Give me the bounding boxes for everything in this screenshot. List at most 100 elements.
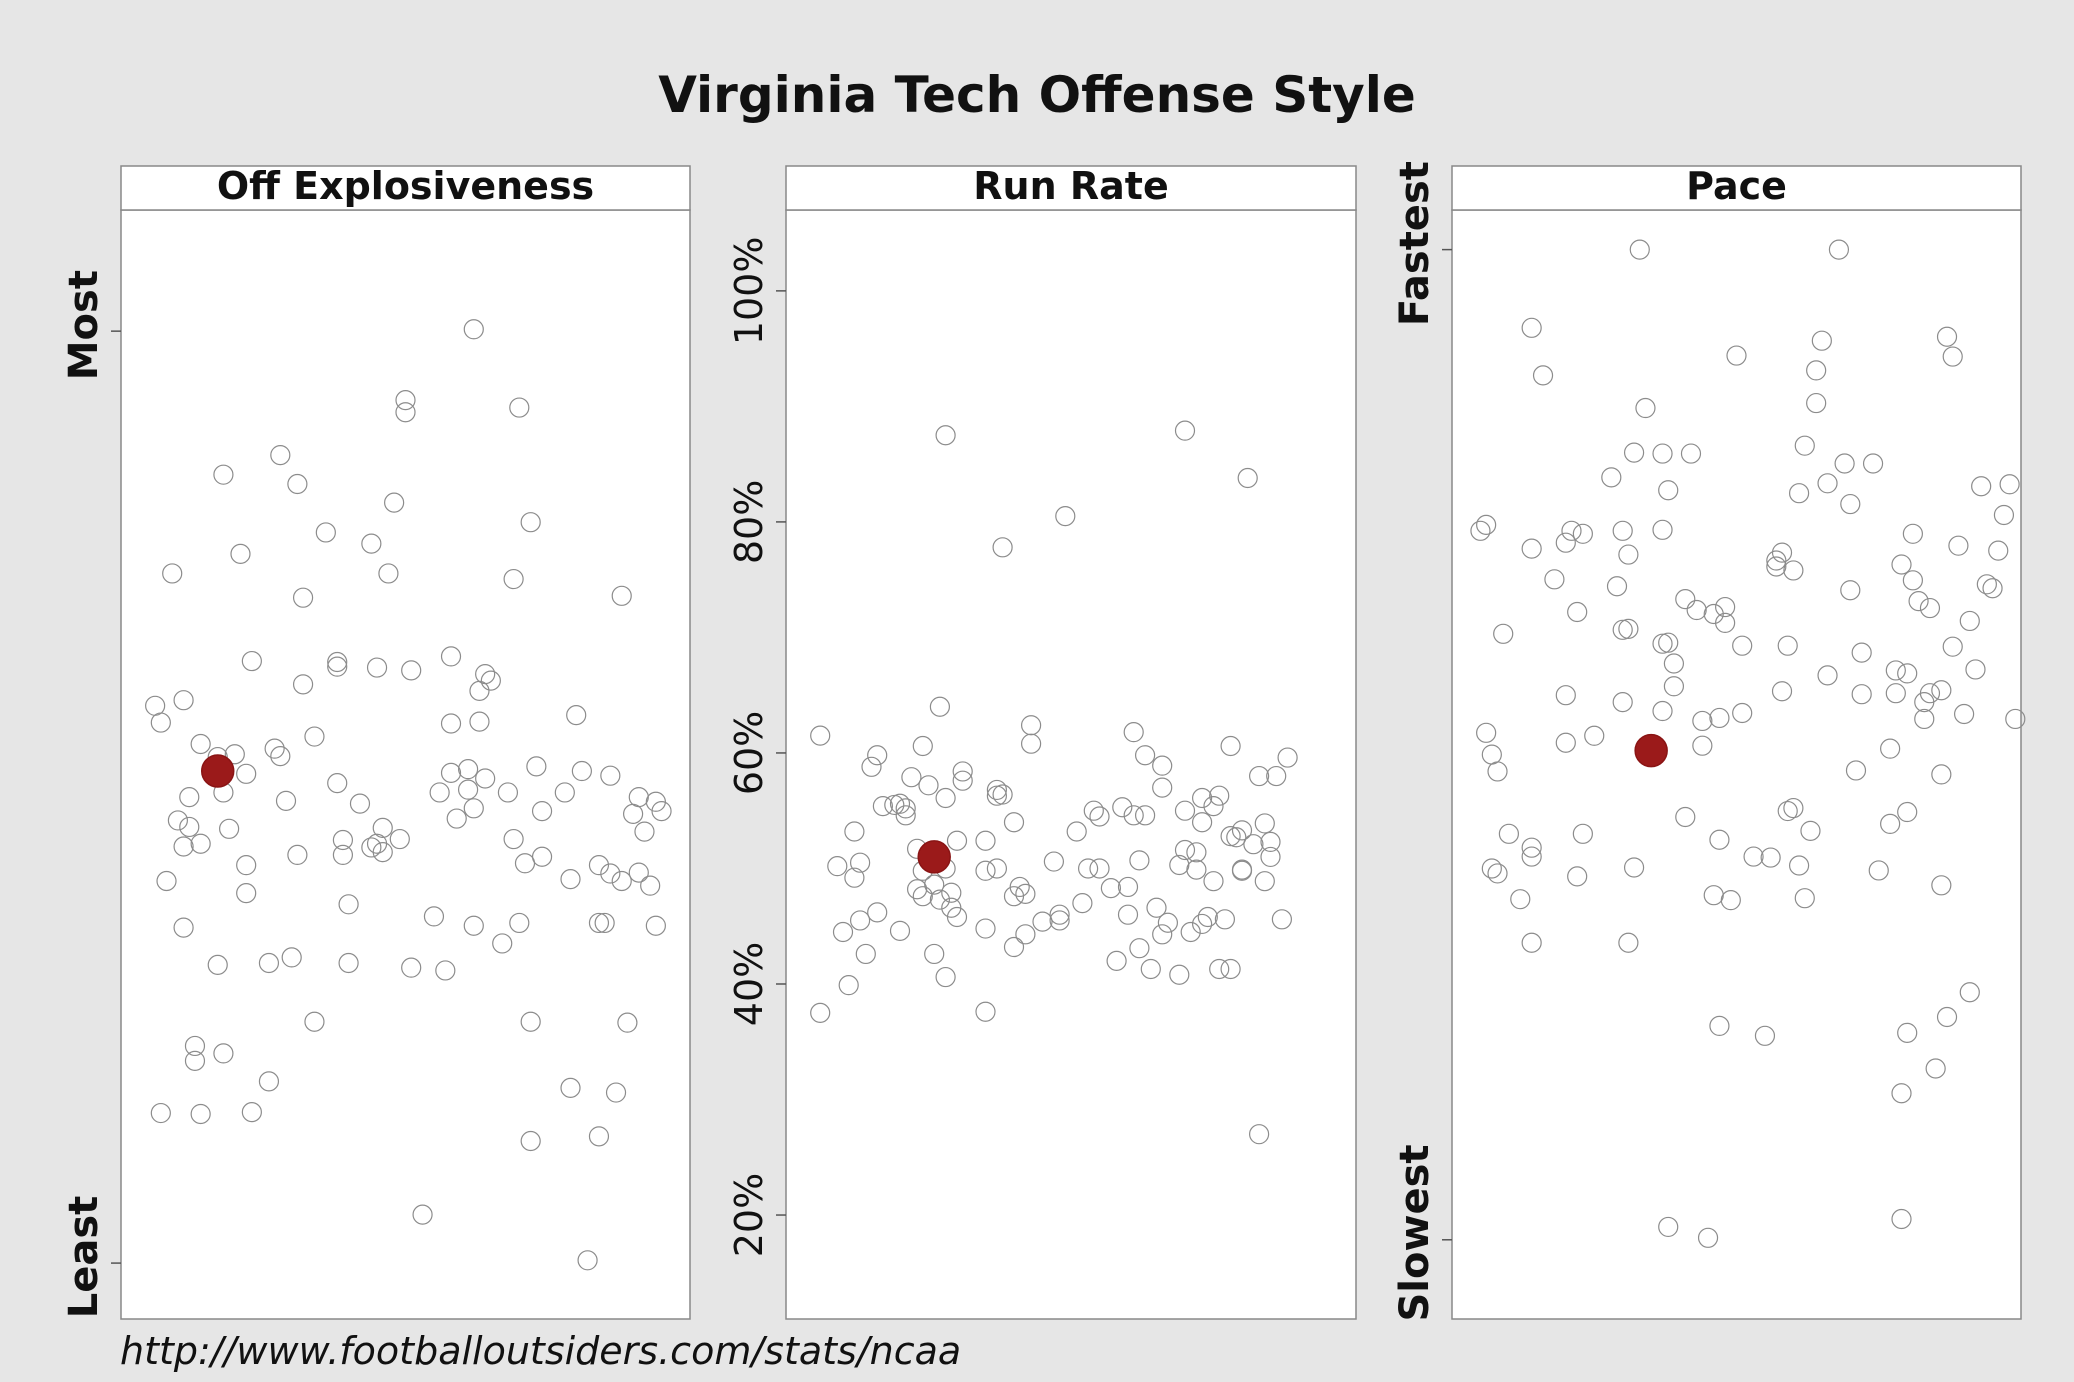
data-point bbox=[867, 745, 888, 766]
data-point bbox=[150, 712, 171, 733]
data-point bbox=[179, 787, 200, 808]
data-point bbox=[1009, 876, 1030, 898]
data-point bbox=[1072, 893, 1093, 914]
data-point bbox=[918, 775, 939, 796]
data-point bbox=[236, 855, 257, 876]
data-point bbox=[520, 512, 541, 533]
data-point bbox=[475, 664, 496, 685]
data-point bbox=[872, 795, 894, 817]
data-point bbox=[1214, 909, 1236, 930]
data-point bbox=[378, 563, 399, 584]
data-point bbox=[1191, 787, 1213, 809]
data-point bbox=[588, 855, 610, 876]
data-point bbox=[270, 746, 291, 767]
data-point bbox=[975, 830, 996, 851]
data-point bbox=[1129, 938, 1150, 959]
data-point bbox=[1015, 924, 1036, 945]
data-point bbox=[1260, 831, 1281, 852]
data-point bbox=[384, 492, 405, 513]
data-point bbox=[577, 1250, 598, 1271]
data-point bbox=[1521, 317, 1542, 338]
data-point bbox=[611, 585, 632, 606]
data-point bbox=[469, 711, 490, 732]
data-point bbox=[1020, 733, 1042, 754]
data-point bbox=[395, 390, 416, 411]
data-point bbox=[1248, 765, 1270, 787]
data-point bbox=[1635, 397, 1656, 419]
data-point bbox=[1618, 932, 1639, 953]
y-tick-label: Fastest bbox=[1392, 161, 1438, 326]
data-point bbox=[605, 1082, 627, 1103]
data-point bbox=[1902, 570, 1923, 591]
data-point bbox=[941, 882, 962, 903]
data-point bbox=[531, 800, 553, 822]
data-point bbox=[1555, 685, 1576, 706]
data-point bbox=[1663, 676, 1685, 697]
data-point bbox=[1771, 542, 1793, 563]
data-point bbox=[1493, 623, 1514, 644]
data-point bbox=[1709, 707, 1730, 729]
data-point bbox=[1612, 619, 1633, 640]
data-point bbox=[1237, 467, 1258, 489]
data-point bbox=[832, 921, 854, 943]
data-point bbox=[1555, 732, 1576, 753]
data-point bbox=[1487, 761, 1508, 782]
data-point bbox=[258, 952, 280, 974]
data-point bbox=[440, 646, 462, 667]
data-point bbox=[600, 765, 621, 786]
data-point bbox=[1931, 764, 1952, 785]
data-point bbox=[975, 1001, 996, 1022]
data-point bbox=[1942, 636, 1963, 657]
data-point bbox=[1174, 839, 1196, 861]
data-point bbox=[855, 943, 876, 965]
data-point bbox=[292, 587, 314, 608]
data-point bbox=[457, 779, 479, 800]
data-point bbox=[184, 1035, 206, 1057]
data-point bbox=[503, 568, 524, 590]
data-point bbox=[952, 761, 973, 782]
data-point bbox=[1203, 795, 1224, 817]
data-point bbox=[1817, 473, 1838, 494]
data-point bbox=[1629, 239, 1650, 260]
data-point bbox=[1851, 642, 1872, 663]
data-point bbox=[440, 713, 462, 734]
plot-area bbox=[1451, 209, 2022, 1320]
data-point bbox=[1658, 1216, 1679, 1238]
data-point bbox=[190, 833, 211, 854]
data-point bbox=[1532, 365, 1554, 386]
data-point bbox=[1936, 1006, 1958, 1028]
data-point bbox=[1476, 514, 1497, 535]
data-point bbox=[1840, 493, 1861, 515]
data-point bbox=[1191, 913, 1213, 935]
data-point bbox=[1197, 906, 1218, 928]
data-point bbox=[849, 910, 871, 931]
data-point bbox=[1186, 859, 1207, 880]
data-point bbox=[588, 912, 610, 934]
data-point bbox=[929, 696, 951, 717]
data-point bbox=[1715, 596, 1736, 618]
data-point bbox=[1055, 506, 1076, 527]
panel-header bbox=[785, 165, 1357, 211]
data-point bbox=[1806, 360, 1827, 381]
data-point bbox=[1897, 663, 1918, 684]
data-point bbox=[1481, 858, 1502, 879]
data-point bbox=[1652, 519, 1673, 540]
data-point bbox=[560, 1077, 581, 1098]
data-point bbox=[1817, 665, 1838, 686]
data-point bbox=[332, 829, 354, 851]
data-point bbox=[1521, 538, 1542, 559]
data-point bbox=[895, 805, 916, 826]
data-point bbox=[2005, 708, 2026, 730]
data-point bbox=[1254, 871, 1275, 892]
data-point bbox=[1783, 560, 1804, 581]
data-point bbox=[617, 1012, 638, 1033]
data-point bbox=[275, 790, 297, 811]
data-point bbox=[1077, 858, 1099, 879]
data-point bbox=[349, 793, 371, 814]
data-point bbox=[1726, 345, 1747, 366]
data-point bbox=[912, 886, 933, 907]
data-point bbox=[1971, 476, 1992, 497]
highlight-point bbox=[1634, 733, 1668, 768]
data-point bbox=[1993, 504, 2015, 526]
data-point bbox=[628, 862, 649, 883]
